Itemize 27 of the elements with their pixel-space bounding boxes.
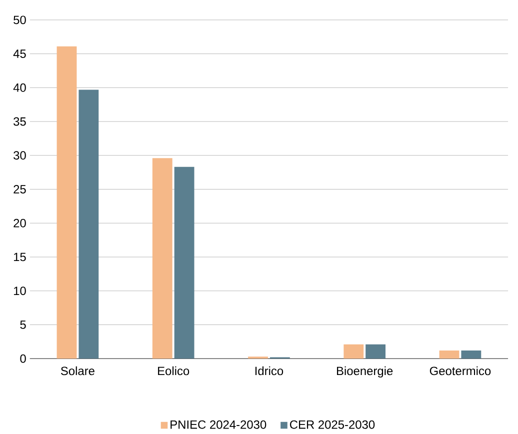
x-tick-label: Idrico bbox=[255, 366, 284, 376]
bar bbox=[366, 344, 386, 359]
bar bbox=[461, 350, 482, 359]
x-tick-label: Bioenergie bbox=[336, 366, 393, 378]
x-tick-label: Solare bbox=[60, 366, 94, 376]
y-tick-label: 30 bbox=[14, 151, 26, 160]
y-tick-label: 25 bbox=[14, 184, 26, 194]
y-tick-label: 20 bbox=[14, 218, 26, 228]
y-tick-label: 5 bbox=[20, 320, 26, 329]
bar bbox=[344, 344, 364, 359]
y-tick-label: 0 bbox=[20, 354, 26, 363]
bar bbox=[439, 350, 460, 359]
x-tick-label: Eolico bbox=[158, 366, 190, 376]
bar bbox=[56, 46, 77, 359]
y-tick-label: 50 bbox=[14, 16, 26, 24]
legend-label: PNIEC 2024-2030 bbox=[170, 420, 266, 429]
bar bbox=[174, 166, 194, 359]
y-tick-label: 35 bbox=[14, 117, 26, 126]
bar bbox=[152, 158, 172, 359]
y-tick-label: 40 bbox=[13, 83, 26, 92]
x-tick-label: Geotermico bbox=[430, 366, 491, 376]
legend-label: CER 2025-2030 bbox=[290, 420, 375, 429]
y-tick-label: 45 bbox=[13, 50, 26, 58]
y-tick-label: 15 bbox=[14, 252, 26, 262]
bar bbox=[78, 90, 99, 359]
bar bbox=[248, 356, 268, 359]
y-tick-label: 10 bbox=[14, 286, 26, 295]
